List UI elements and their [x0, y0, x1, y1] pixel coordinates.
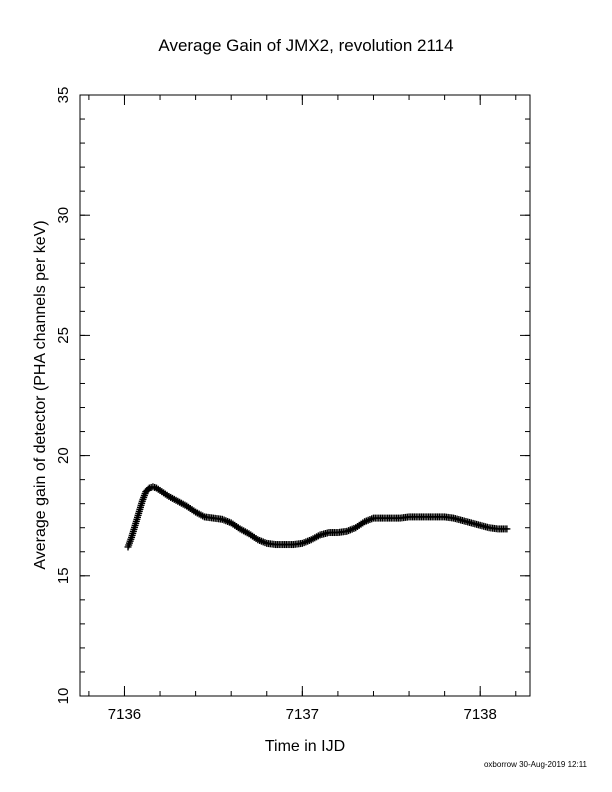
y-tick-label: 20 — [55, 447, 72, 464]
footer-stamp: oxborrow 30-Aug-2019 12:11 — [483, 760, 587, 769]
x-tick-label: 7137 — [286, 706, 319, 723]
y-tick-label: 10 — [55, 688, 72, 705]
axis-ticks — [80, 94, 530, 697]
data-point — [503, 525, 511, 533]
y-tick-label: 35 — [55, 87, 72, 104]
chart-title: Average Gain of JMX2, revolution 2114 — [158, 36, 454, 55]
x-tick-label: 7138 — [464, 706, 497, 723]
x-tick-label: 7136 — [108, 706, 141, 723]
axis-tick-labels: 7136 7137 7138 10 15 20 25 30 35 — [55, 87, 497, 723]
y-tick-label: 25 — [55, 327, 72, 344]
y-tick-label: 15 — [55, 567, 72, 584]
y-axis-label: Average gain of detector (PHA channels p… — [32, 220, 49, 570]
x-axis-label: Time in IJD — [264, 738, 346, 755]
plot-frame — [79, 94, 531, 697]
data-points — [124, 483, 511, 551]
y-tick-label: 30 — [55, 207, 72, 224]
